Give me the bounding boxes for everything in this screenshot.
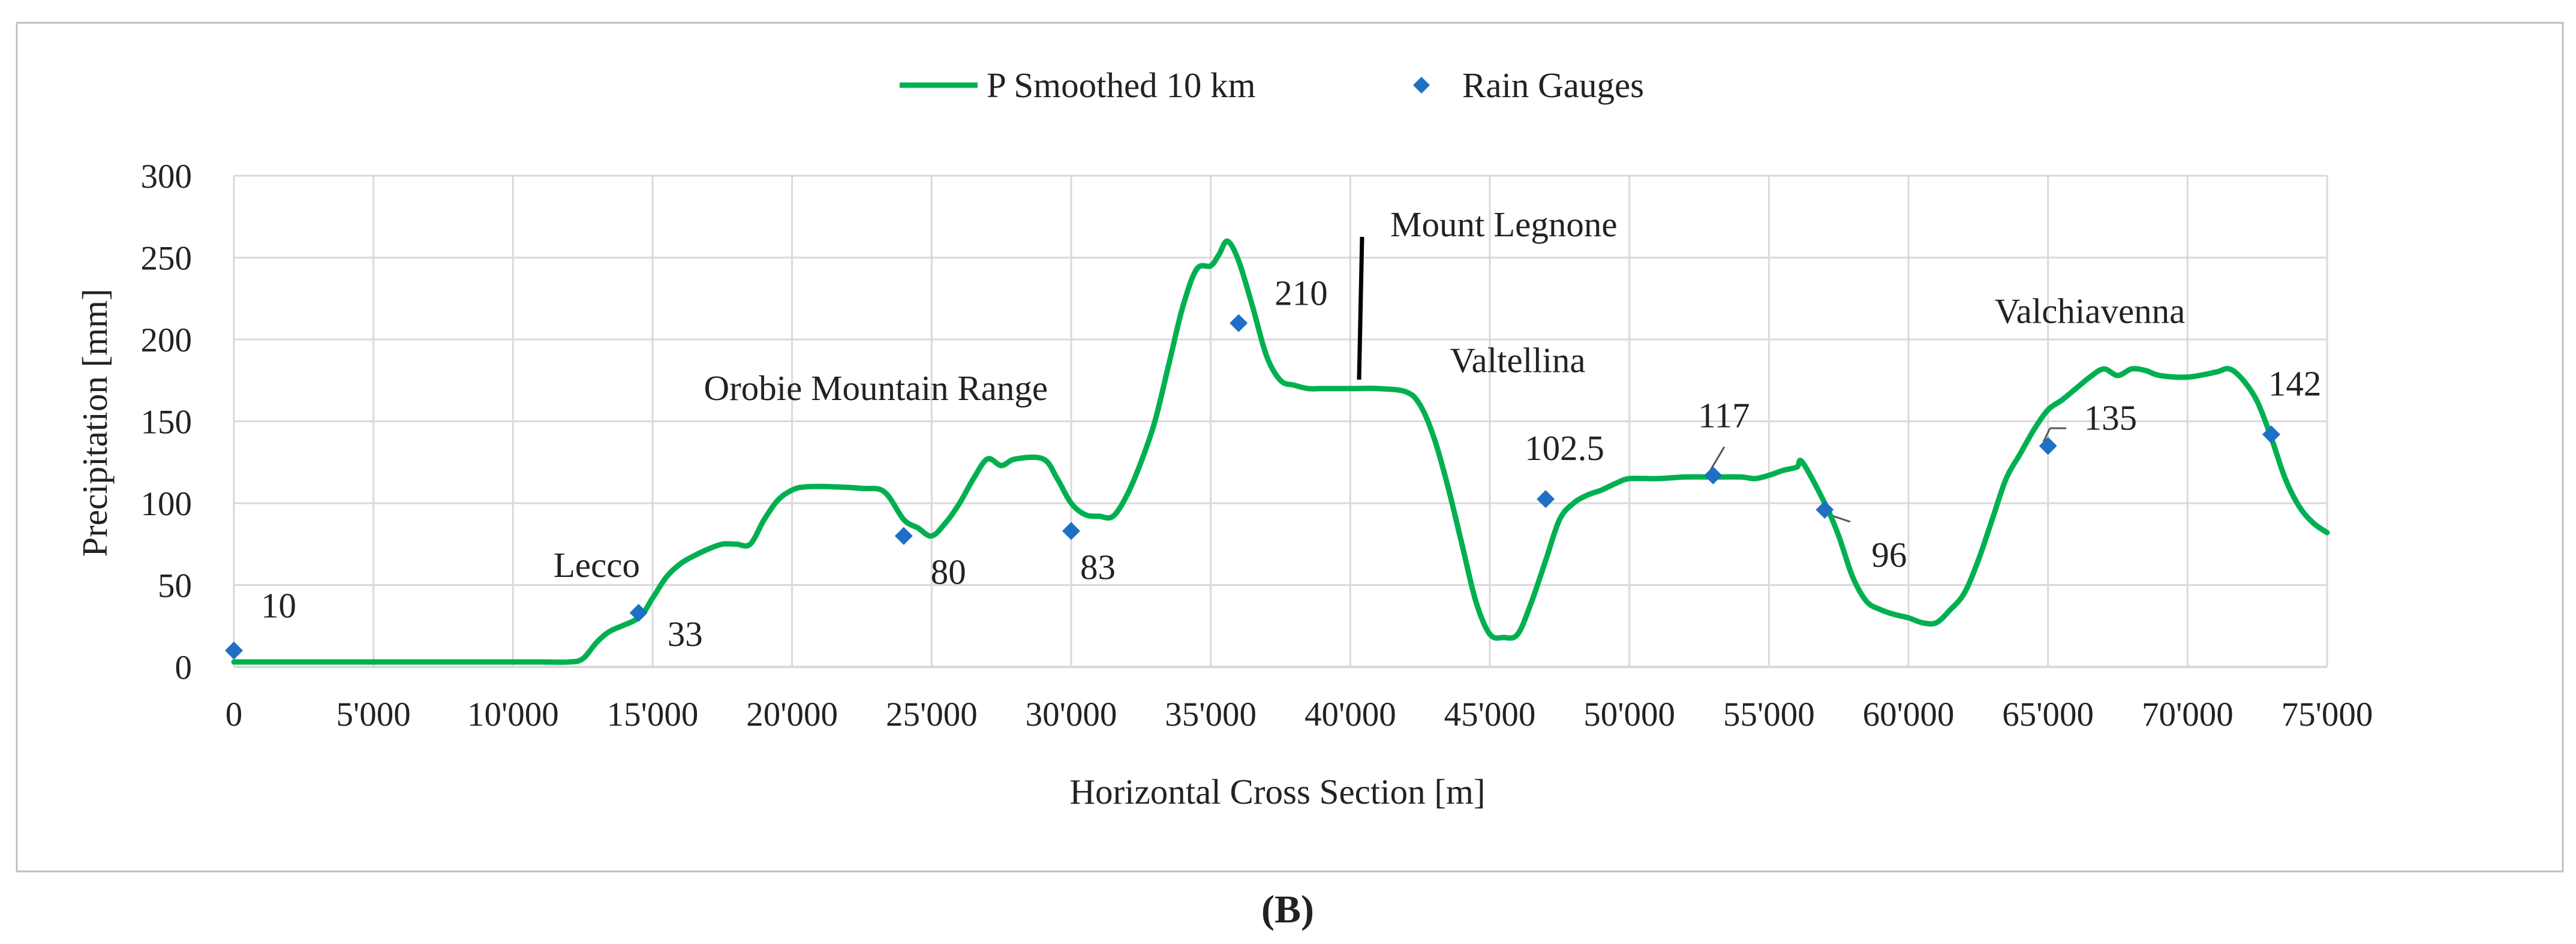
rain-gauge-marker xyxy=(1537,490,1555,509)
y-tick-label: 0 xyxy=(175,649,193,687)
y-tick-label: 300 xyxy=(141,158,193,196)
series-line-p-smoothed xyxy=(231,238,2330,665)
rain-gauge-markers xyxy=(225,314,2280,660)
rain-gauge-value-label: 135 xyxy=(2084,398,2138,437)
rain-gauge-marker xyxy=(1704,466,1723,485)
rain-gauge-marker xyxy=(225,641,243,660)
legend-label-p-smoothed: P Smoothed 10 km xyxy=(987,65,1256,105)
rain-gauge-marker xyxy=(1815,500,1834,519)
x-tick-label: 45'000 xyxy=(1444,696,1536,733)
rain-gauge-value-label: 142 xyxy=(2268,363,2322,403)
x-tick-label: 70'000 xyxy=(2142,696,2234,733)
rain-gauge-marker xyxy=(2262,425,2280,444)
y-tick-label: 150 xyxy=(141,404,193,441)
rain-gauge-value-label: 96 xyxy=(1871,535,1907,575)
x-tick-label: 60'000 xyxy=(1863,696,1955,733)
rain-gauge-marker xyxy=(894,527,913,545)
mount-legnone-leader xyxy=(1357,236,1364,380)
legend-diamond-swatch xyxy=(1413,77,1430,94)
annotation-label: Valtellina xyxy=(1450,341,1585,380)
rain-gauge-value-label: 83 xyxy=(1080,547,1116,587)
x-tick-label: 0 xyxy=(226,696,243,733)
x-tick-label: 65'000 xyxy=(2002,696,2094,733)
grid xyxy=(233,175,2328,668)
rain-gauge-value-label: 80 xyxy=(931,552,966,592)
rain-gauge-marker xyxy=(1062,522,1080,540)
x-tick-label: 25'000 xyxy=(886,696,978,733)
x-tick-label: 20'000 xyxy=(746,696,838,733)
rain-gauge-value-label: 117 xyxy=(1698,396,1750,435)
rain-gauge-value-label: 102.5 xyxy=(1525,428,1604,468)
rain-gauge-value-label: 10 xyxy=(261,586,296,626)
y-axis-label: Precipitation [mm] xyxy=(75,288,115,557)
rain-gauge-value-label: 210 xyxy=(1275,273,1328,313)
x-tick-label: 5'000 xyxy=(336,696,411,733)
rain-gauge-labels: 10 33 80 83 210 102.5 117 96 135 142 xyxy=(261,273,2321,654)
legend: P Smoothed 10 km Rain Gauges xyxy=(900,65,1644,105)
x-tick-label: 40'000 xyxy=(1304,696,1396,733)
x-tick-label: 30'000 xyxy=(1026,696,1117,733)
y-tick-label: 50 xyxy=(158,567,192,605)
x-tick-label: 75'000 xyxy=(2282,696,2373,733)
x-tick-label: 55'000 xyxy=(1723,696,1815,733)
y-axis-ticks: 0 50 100 150 200 250 300 xyxy=(141,158,193,687)
x-tick-label: 10'000 xyxy=(467,696,559,733)
y-tick-label: 100 xyxy=(141,485,193,523)
panel-label: (B) xyxy=(1261,888,1314,931)
x-tick-label: 15'000 xyxy=(607,696,699,733)
annotation-label: Orobie Mountain Range xyxy=(704,368,1048,408)
annotation-label: Mount Legnone xyxy=(1390,205,1618,244)
rain-gauge-marker xyxy=(1230,314,1248,332)
x-tick-label: 35'000 xyxy=(1165,696,1257,733)
annotation-label: Lecco xyxy=(554,545,640,585)
y-tick-label: 200 xyxy=(141,321,193,359)
rain-gauge-value-label: 33 xyxy=(668,614,703,654)
x-tick-label: 50'000 xyxy=(1583,696,1675,733)
x-axis-ticks: 0 5'000 10'000 15'000 20'000 25'000 30'000 35'0… xyxy=(226,696,2373,733)
y-tick-label: 250 xyxy=(141,240,193,278)
annotations: Lecco Orobie Mountain Range Mount Legnone V… xyxy=(554,205,2185,585)
annotation-label: Valchiavenna xyxy=(1995,291,2186,331)
chart-frame xyxy=(16,22,2564,873)
gauge-135-leader xyxy=(2042,428,2051,443)
x-axis-label: Horizontal Cross Section [m] xyxy=(1069,772,1485,811)
rain-gauge-marker xyxy=(629,603,648,622)
legend-label-rain-gauges: Rain Gauges xyxy=(1462,65,1644,105)
rain-gauge-marker xyxy=(2039,437,2057,455)
